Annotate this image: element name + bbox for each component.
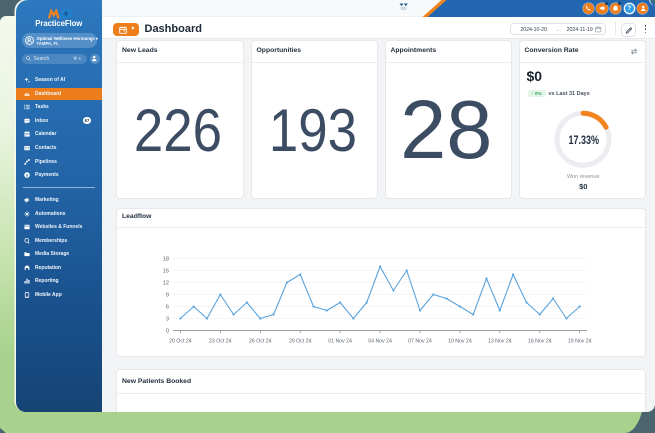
- svg-text:20 Oct 24: 20 Oct 24: [169, 338, 192, 344]
- svg-text:9: 9: [166, 292, 169, 298]
- svg-text:0: 0: [166, 328, 169, 334]
- svg-text:16 Nov 24: 16 Nov 24: [528, 338, 552, 344]
- svg-text:10 Nov 24: 10 Nov 24: [448, 338, 472, 344]
- svg-text:15: 15: [163, 268, 169, 274]
- svg-text:$: $: [26, 173, 29, 178]
- svg-text:18: 18: [163, 256, 169, 262]
- svg-text:23 Oct 24: 23 Oct 24: [209, 338, 232, 344]
- svg-text:6: 6: [166, 304, 169, 310]
- svg-text:12: 12: [163, 280, 169, 286]
- svg-text:01 Nov 24: 01 Nov 24: [328, 338, 352, 344]
- svg-text:13 Nov 24: 13 Nov 24: [488, 338, 512, 344]
- svg-text:19 Nov 24: 19 Nov 24: [568, 338, 592, 344]
- svg-text:07 Nov 24: 07 Nov 24: [408, 338, 432, 344]
- svg-text:3: 3: [166, 316, 169, 322]
- svg-text:29 Oct 24: 29 Oct 24: [289, 338, 312, 344]
- svg-text:04 Nov 24: 04 Nov 24: [368, 338, 392, 344]
- svg-text:26 Oct 24: 26 Oct 24: [249, 338, 272, 344]
